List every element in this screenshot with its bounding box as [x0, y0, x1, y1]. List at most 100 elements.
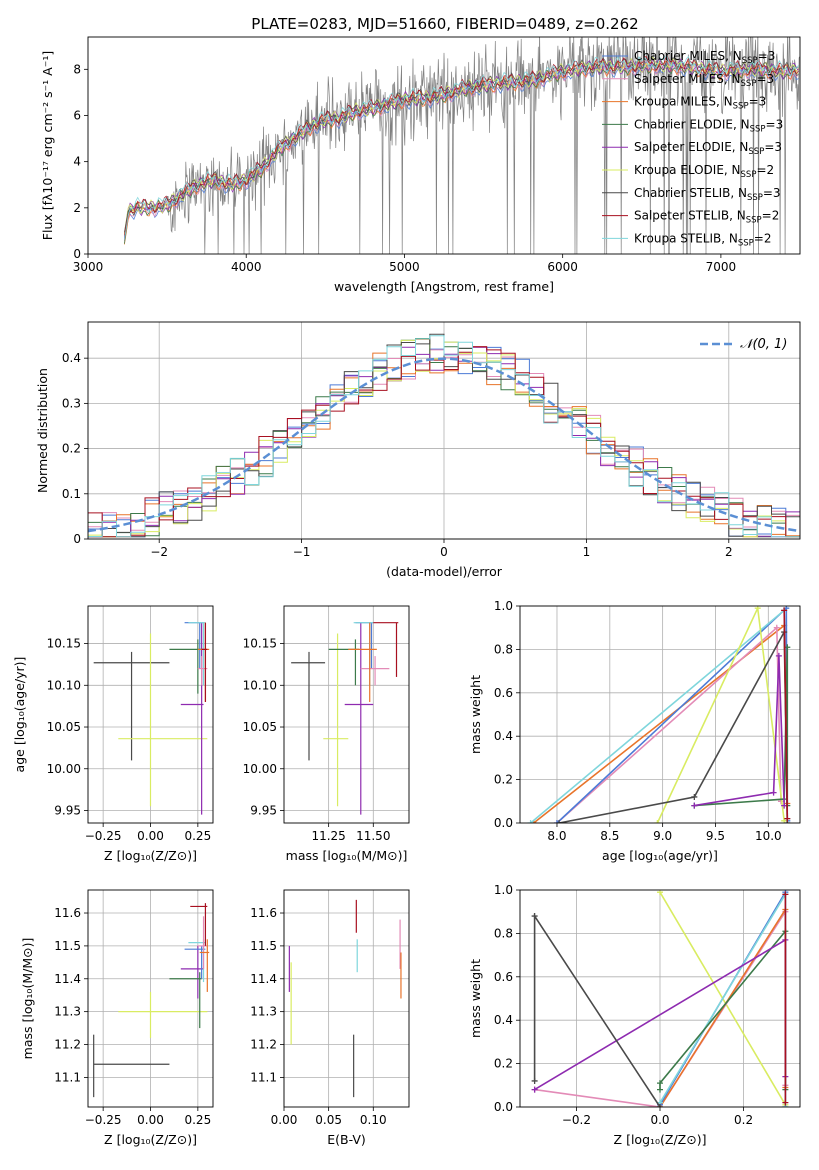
x-tick-label: 0.05 [315, 1113, 342, 1127]
weight-marker [782, 1099, 789, 1106]
y-tick-label: 0.6 [494, 686, 513, 700]
x-tick-label: 8.0 [547, 829, 566, 843]
histograms [88, 333, 800, 538]
x-tick-label: 3000 [73, 260, 104, 274]
x-axis-label: mass [log₁₀(M/M⊙)] [286, 848, 408, 863]
y-tick-label: 0 [73, 532, 81, 546]
legend-entry: Salpeter MILES, NSSP=3 [634, 72, 774, 89]
error-bar-point [355, 622, 374, 669]
y-tick-label: 0.2 [62, 442, 81, 456]
weight-marker [691, 793, 698, 800]
weight-marker [553, 820, 560, 823]
error-bar-point [201, 622, 208, 702]
y-tick-label: 11.1 [250, 1070, 277, 1084]
legend-entry: Kroupa ELODIE, NSSP=2 [634, 163, 774, 180]
y-tick-label: 11.4 [54, 972, 81, 986]
x-tick-label: 0.00 [137, 1113, 164, 1127]
x-axis-label: Z [log₁₀(Z/Z⊙)] [104, 1132, 197, 1147]
weight-marker [657, 1080, 663, 1087]
weight-marker [531, 913, 538, 920]
age_vs_Z-frame [87, 605, 214, 824]
x-tick-label: 0 [440, 545, 448, 559]
y-tick-label: 1.0 [494, 599, 513, 613]
y-tick-label: 10.05 [243, 720, 277, 734]
x-tick-label: 6000 [547, 260, 578, 274]
x-tick-label: −0.25 [85, 829, 122, 843]
legend-entry: Chabrier STELIB, NSSP=3 [634, 186, 781, 203]
y-axis-label: mass [log₁₀(M/M⊙)] [20, 938, 35, 1060]
x-tick-label: 0.10 [360, 1113, 387, 1127]
x-tick-label: 11.25 [311, 829, 345, 843]
y-tick-label: 11.2 [54, 1038, 81, 1052]
mass_vs_ebv-points [288, 899, 402, 1098]
y-tick-label: 10.00 [47, 762, 81, 776]
y-tick-label: 11.3 [250, 1005, 277, 1019]
y-tick-label: 0.2 [494, 773, 513, 787]
residuals-legend: 𝒩(0, 1) [700, 337, 787, 352]
y-tick-label: 11.2 [250, 1038, 277, 1052]
x-axis-label: Z [log₁₀(Z/Z⊙)] [614, 1132, 707, 1147]
weight-line [556, 625, 782, 823]
x-tick-label: 7000 [706, 260, 737, 274]
error-bar-point [118, 633, 208, 807]
y-axis-label: mass weight [468, 675, 483, 754]
legend-entry: Chabrier ELODIE, NSSP=3 [634, 117, 783, 134]
y-axis-label: mass weight [468, 959, 483, 1038]
weight-marker [782, 891, 789, 898]
x-axis-label: (data-model)/error [386, 564, 503, 579]
y-tick-label: 0.4 [62, 351, 81, 365]
x-tick-label: 4000 [231, 260, 262, 274]
y-tick-label: 10.15 [243, 637, 277, 651]
histogram-step [88, 335, 800, 538]
weight_vs_Z-frame [519, 889, 801, 1108]
gaussian-curve [88, 357, 800, 533]
error-bar-point [344, 622, 374, 815]
y-tick-label: 9.95 [250, 803, 277, 817]
figure-title: PLATE=0283, MJD=51660, FIBERID=0489, z=0… [251, 15, 638, 33]
age_vs_Z-axes: −0.25 0.00 0.25 9.95 10.00 10.05 10.10 10.15 Z [… [12, 606, 213, 863]
weight-marker [657, 1086, 663, 1093]
x-tick-label: 0.2 [734, 1113, 753, 1127]
y-tick-label: 11.5 [250, 939, 277, 953]
error-bar-point [184, 622, 204, 669]
error-bar-point [353, 622, 374, 686]
y-tick-label: 0.1 [62, 487, 81, 501]
y-tick-label: 2 [73, 201, 81, 215]
weight-marker [770, 789, 777, 796]
age_vs_Z-points [93, 622, 210, 815]
y-tick-label: 10.15 [47, 637, 81, 651]
legend-entry: Salpeter STELIB, NSSP=2 [634, 209, 779, 226]
weight-line [783, 610, 789, 819]
error-bar-point [328, 639, 359, 686]
x-tick-label: 0.0 [650, 1113, 669, 1127]
error-bar-point [169, 972, 202, 1029]
mass_vs_ebv-frame [283, 889, 410, 1108]
weight-marker [773, 624, 780, 631]
weight-line [659, 891, 787, 1107]
y-tick-label: 0.8 [494, 926, 513, 940]
y-tick-label: 0.2 [494, 1057, 513, 1071]
weight-marker [784, 815, 791, 822]
y-tick-label: 10.00 [243, 762, 277, 776]
x-tick-label: 0.00 [137, 829, 164, 843]
y-axis-label: Flux [fλ10⁻¹⁷ erg cm⁻² s⁻¹ A⁻¹] [40, 51, 55, 240]
y-tick-label: 11.5 [54, 939, 81, 953]
error-bar-point [348, 622, 377, 702]
residuals-frame [87, 321, 801, 540]
mass_vs_Z-axes: −0.25 0.00 0.25 11.1 11.2 11.3 11.4 11.5 11.6 Z [… [20, 890, 213, 1147]
error-bar-point [180, 945, 204, 999]
y-tick-label: 0.8 [494, 642, 513, 656]
x-tick-label: 0.25 [184, 1113, 211, 1127]
mass_vs_Z-points [93, 903, 210, 1098]
y-tick-label: 0.4 [494, 729, 513, 743]
error-bar-point [184, 945, 206, 979]
legend-entry: Kroupa MILES, NSSP=3 [634, 95, 766, 112]
y-axis-label: Normed distribution [35, 368, 50, 493]
y-tick-label: 11.3 [54, 1005, 81, 1019]
error-bar-point [118, 991, 208, 1038]
y-tick-label: 9.95 [54, 803, 81, 817]
error-bar-point [93, 651, 170, 761]
weight-line [533, 623, 789, 823]
y-tick-label: 0.0 [494, 1100, 513, 1114]
x-tick-label: 0.25 [184, 829, 211, 843]
